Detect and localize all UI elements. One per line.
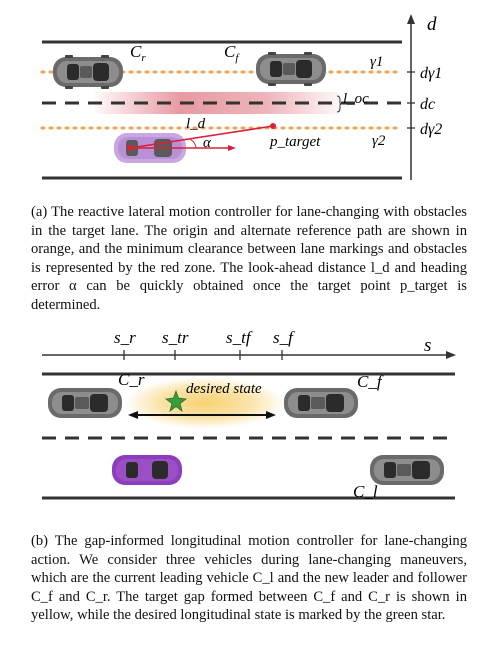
s-axis-arrowhead <box>446 351 456 359</box>
label-cr: Cr <box>130 42 146 64</box>
label-cf-b: C_f <box>357 372 384 391</box>
label-alpha: α <box>203 135 212 151</box>
figure-b: s_r s_tr s_tf s_f s C_r desired state C_… <box>0 325 481 525</box>
label-desired-state: desired state <box>186 381 262 397</box>
ego-vehicle-b <box>112 455 182 485</box>
label-gamma2: γ2 <box>372 133 386 149</box>
gap-arrowhead-right <box>266 411 276 419</box>
label-d-gamma2: dγ2 <box>420 121 442 138</box>
label-s-tf: s_tf <box>226 328 253 347</box>
vehicle-cr-b <box>48 388 122 418</box>
vehicle-cl-b <box>370 455 444 485</box>
ego-reference-point <box>127 145 133 151</box>
label-d: d <box>427 14 437 35</box>
vehicle-front-cf <box>256 52 326 86</box>
caption-b: (b) The gap-informed longitudinal motion… <box>31 533 467 624</box>
label-s: s <box>424 335 431 356</box>
label-s-f: s_f <box>273 328 295 347</box>
desired-state-star <box>164 389 188 413</box>
d-axis-arrowhead <box>407 14 415 24</box>
label-l-oc: l_oc <box>343 91 369 107</box>
label-gamma1: γ1 <box>370 54 383 70</box>
l-oc-brace <box>336 95 343 113</box>
vehicle-cf-b <box>284 388 358 418</box>
label-s-r: s_r <box>114 328 136 347</box>
label-l-d: l_d <box>186 116 206 132</box>
alpha-arc <box>189 138 197 149</box>
gap-arrowhead-left <box>128 411 138 419</box>
figure-a: Cr Cf γ1 γ2 l_oc l_d α p_target d dγ1 dc… <box>0 0 481 196</box>
label-d-c: dc <box>420 96 435 113</box>
target-point <box>270 123 276 129</box>
clearance-red-zone <box>95 92 340 114</box>
caption-a: (a) The reactive lateral motion controll… <box>31 204 467 313</box>
lookahead-line <box>129 125 274 149</box>
figure-b-canvas: s_r s_tr s_tf s_f s C_r desired state C_… <box>42 328 456 501</box>
heading-arrowhead <box>228 145 236 151</box>
vehicle-rear-cr <box>53 55 123 89</box>
label-d-gamma1: dγ1 <box>420 65 442 82</box>
label-s-tr: s_tr <box>162 328 189 347</box>
label-p-target: p_target <box>269 134 321 150</box>
figure-a-canvas: Cr Cf γ1 γ2 l_oc l_d α p_target d dγ1 dc… <box>40 14 442 180</box>
label-cf: Cf <box>224 42 240 64</box>
label-cr-b: C_r <box>118 370 145 389</box>
label-cl-b: C_l <box>353 482 378 501</box>
